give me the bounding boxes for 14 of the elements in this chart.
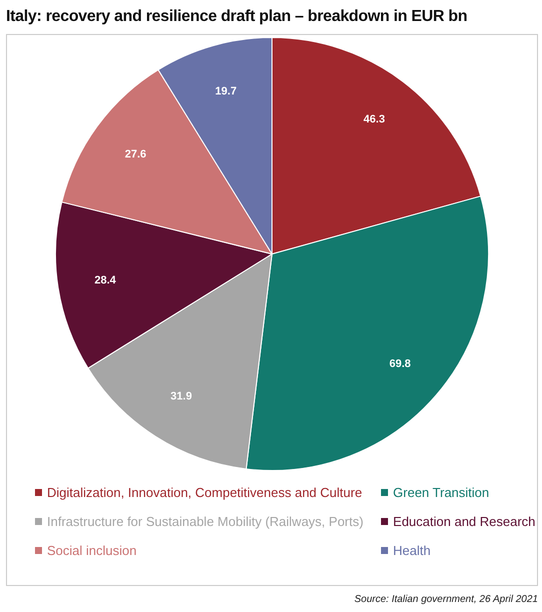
legend-label: Health bbox=[393, 543, 431, 558]
legend-label: Education and Research bbox=[393, 514, 536, 529]
source-note: Source: Italian government, 26 April 2021 bbox=[354, 594, 538, 605]
data-label: 31.9 bbox=[170, 390, 192, 402]
data-label: 28.4 bbox=[94, 274, 117, 286]
chart-title: Italy: recovery and resilience draft plan – breakdown in EUR bn bbox=[6, 8, 468, 26]
data-label: 69.8 bbox=[389, 358, 411, 370]
legend-label: Green Transition bbox=[393, 485, 490, 500]
data-label: 19.7 bbox=[215, 86, 237, 98]
legend-label: Social inclusion bbox=[47, 543, 137, 558]
legend-label: Infrastructure for Sustainable Mobility (Railways, Ports) bbox=[47, 514, 364, 529]
data-label: 27.6 bbox=[124, 148, 146, 161]
data-label: 46.3 bbox=[364, 114, 385, 126]
legend-label: Digitalization, Innovation, Competitiveness and Culture bbox=[47, 485, 362, 500]
